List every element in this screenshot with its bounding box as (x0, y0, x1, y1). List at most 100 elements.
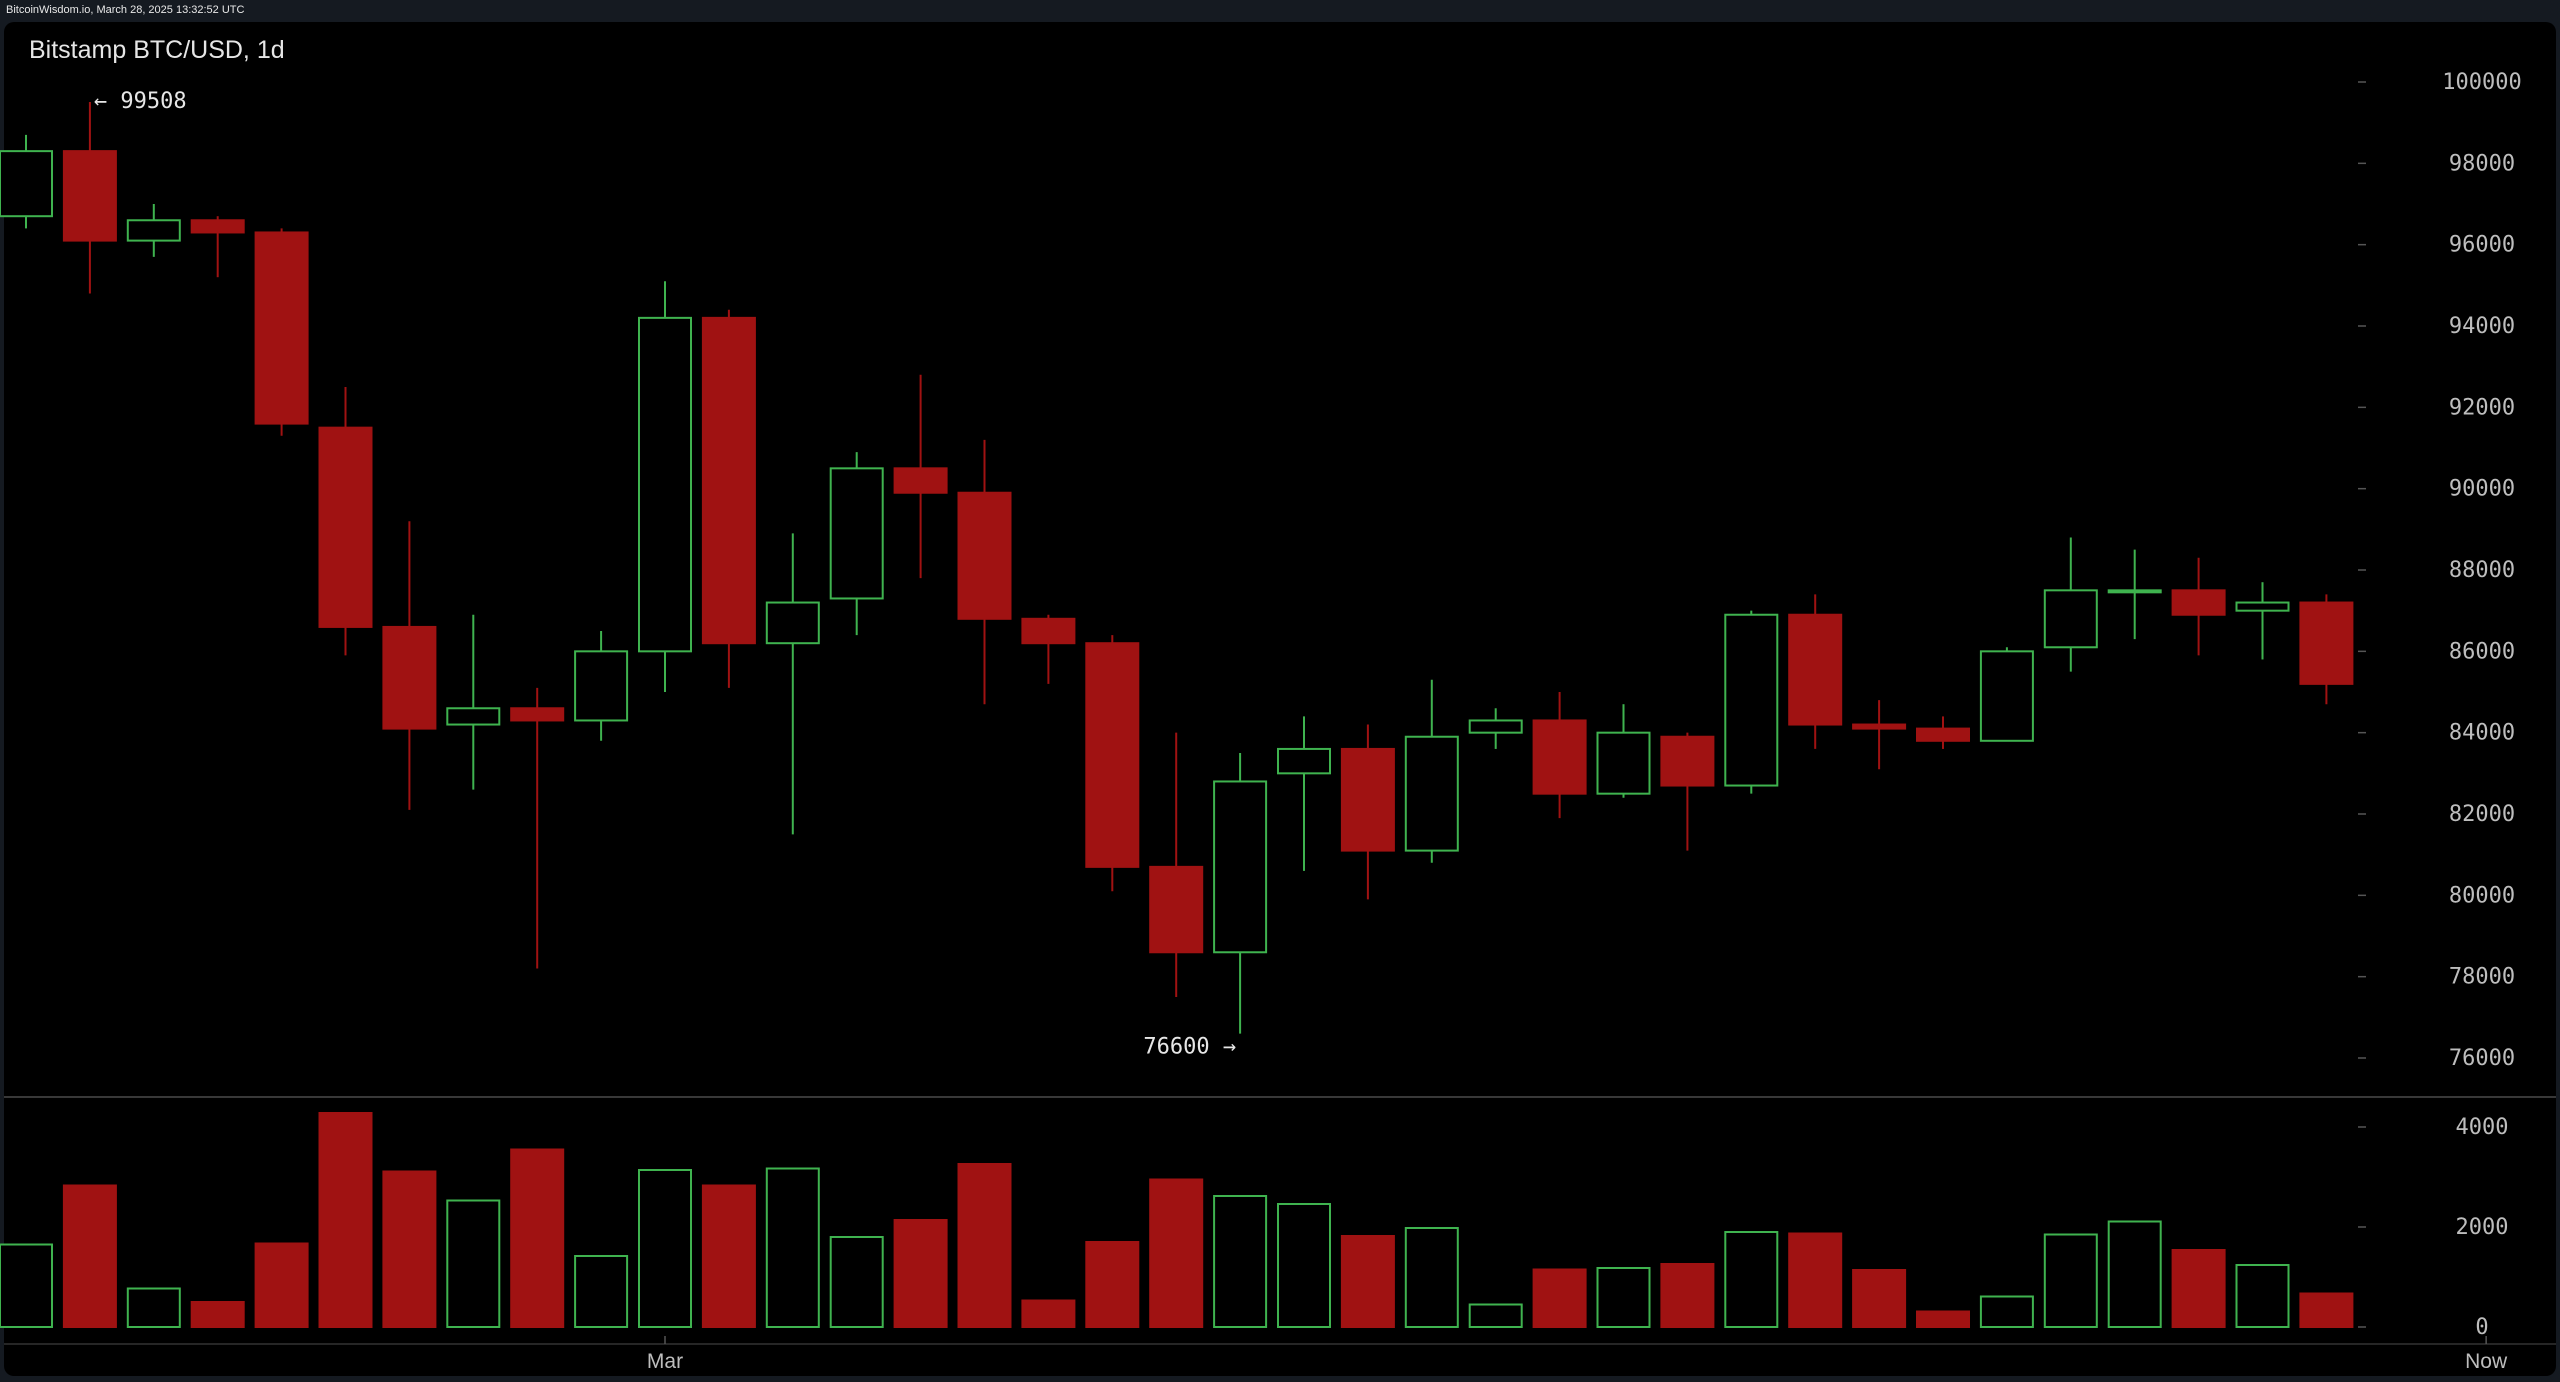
candle (829, 452, 884, 636)
candle (1085, 635, 1140, 892)
source-timestamp: BitcoinWisdom.io, March 28, 2025 13:32:5… (6, 4, 245, 16)
candle-body (1916, 727, 1970, 742)
candle-body (1468, 719, 1523, 734)
candle-body (1149, 865, 1204, 954)
candle-body (765, 601, 820, 645)
candle (2299, 594, 2354, 705)
volume-bar (1149, 1178, 1204, 1328)
price-tick-label: 84000 (2449, 721, 2515, 746)
candle-body (2299, 601, 2354, 685)
x-tick-label: Mar (647, 1350, 683, 1373)
low-annotation: 76600 → (1143, 1035, 1236, 1060)
candle (2107, 549, 2162, 640)
volume-bar (1213, 1195, 1268, 1328)
candle-body (190, 219, 245, 234)
candle (1724, 610, 1779, 794)
high-annotation: ← 99508 (94, 89, 187, 114)
candle (318, 387, 373, 656)
candle (1213, 753, 1268, 1034)
candle-body (1660, 735, 1715, 787)
volume-tick-label: 2000 (2456, 1215, 2509, 1240)
candle (1979, 647, 2034, 742)
volume-bar (1852, 1269, 1907, 1328)
candle-body (318, 426, 373, 628)
volume-bar (574, 1255, 629, 1328)
volume-bar (2171, 1249, 2226, 1328)
volume-bar (190, 1301, 245, 1328)
candle (2043, 537, 2098, 672)
price-tick-label: 98000 (2449, 151, 2515, 176)
candle-body (2043, 589, 2098, 649)
x-tick-label: Now (2465, 1350, 2508, 1373)
candle-body (1596, 731, 1651, 795)
volume-bar (829, 1236, 884, 1328)
candle (1468, 708, 1523, 749)
candle (1596, 704, 1651, 798)
candle-body (957, 491, 1012, 620)
candle (1532, 692, 1587, 819)
candle (2235, 582, 2290, 660)
candle-body (1021, 617, 1076, 645)
volume-bar (1085, 1241, 1140, 1328)
volume-bar (2043, 1233, 2098, 1328)
volume-bar (1340, 1235, 1395, 1328)
candle-body (1724, 613, 1779, 787)
volume-axis: 0 2000 4000 (2358, 1115, 2508, 1340)
volume-bar (382, 1170, 437, 1328)
volume-bar (1021, 1299, 1076, 1328)
volume-bar (893, 1219, 948, 1328)
candle (446, 614, 501, 790)
volume-bar (2235, 1264, 2290, 1328)
candle-body (126, 219, 181, 242)
candle (62, 102, 117, 294)
candle-body (1213, 780, 1268, 954)
chart-title: Bitstamp BTC/USD, 1d (29, 36, 285, 64)
candle (1404, 679, 1459, 863)
candle (1340, 724, 1395, 900)
candle-body (1277, 747, 1331, 775)
volume-bar (318, 1112, 373, 1328)
candle-body (2235, 601, 2290, 612)
candle (190, 216, 245, 278)
candle-body (62, 150, 117, 242)
volume-bar (1596, 1267, 1651, 1328)
volume-bar (254, 1242, 309, 1328)
price-tick-label: 94000 (2449, 314, 2515, 339)
candle (893, 374, 948, 579)
candle-body (0, 150, 53, 218)
candle-body (574, 650, 629, 722)
volume-bar (446, 1199, 501, 1328)
price-tick-label: 96000 (2449, 233, 2515, 258)
volume-bar (62, 1184, 117, 1328)
candle-body (1852, 723, 1907, 730)
candle (957, 439, 1012, 705)
volume-bar (126, 1287, 181, 1328)
price-tick-label: 90000 (2449, 477, 2515, 502)
candle-body (510, 707, 565, 722)
volume-bar (1404, 1227, 1459, 1328)
volume-bar (1916, 1310, 1970, 1328)
price-tick-label: 86000 (2449, 639, 2515, 664)
candle-body (829, 467, 884, 600)
candle-body (638, 316, 692, 653)
candle (510, 687, 565, 969)
candle (701, 309, 756, 688)
price-tick-label: 92000 (2449, 395, 2515, 420)
candle-body (2171, 589, 2226, 616)
price-axis: 76000 78000 80000 82000 84000 86000 88000 90000… (2358, 70, 2522, 1071)
volume-bar (957, 1163, 1012, 1328)
candle (574, 631, 629, 741)
candle (765, 533, 820, 835)
candle-body (1340, 747, 1395, 852)
candle-body (2107, 589, 2162, 594)
candle (254, 228, 309, 436)
price-tick-label: 82000 (2449, 802, 2515, 827)
volume-bar (1277, 1203, 1331, 1328)
price-tick-label: 100000 (2442, 70, 2521, 95)
volume-bar (1660, 1263, 1715, 1328)
candle-body (1085, 642, 1140, 868)
volume-bar (1979, 1295, 2034, 1328)
candle-body (254, 231, 309, 425)
